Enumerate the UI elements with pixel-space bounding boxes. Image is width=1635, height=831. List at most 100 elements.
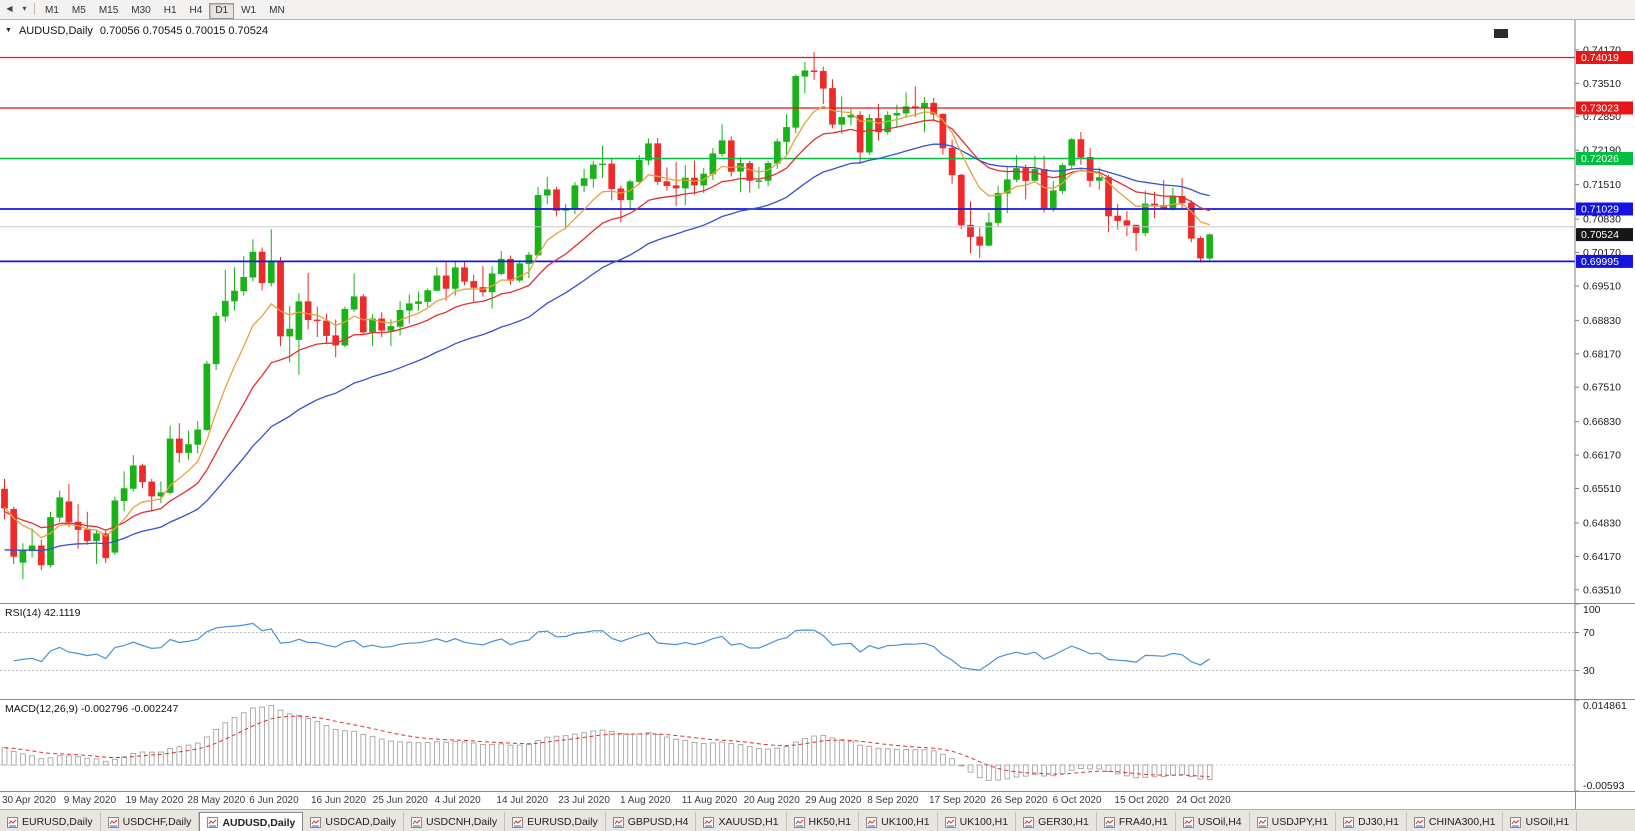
chart-tab-usoil-h4[interactable]: USOil,H4 <box>1176 811 1250 831</box>
chart-window-tabs: EURUSD,Daily USDCHF,Daily AUDUSD,Daily USDC… <box>0 808 1635 831</box>
macd-axis-label: -0.00593 <box>1583 780 1625 791</box>
chart-tab-xauusd-h1[interactable]: XAUUSD,H1 <box>696 811 787 831</box>
price-level-badge <box>1576 50 1633 64</box>
rsi-label: RSI(14) 42.1119 <box>5 606 81 619</box>
chart-tab-icon <box>512 816 524 828</box>
chart-tab-label: UK100,H1 <box>959 816 1009 828</box>
chart-tab-usdchf-daily[interactable]: USDCHF,Daily <box>101 811 200 831</box>
rsi-axis-label: 70 <box>1583 627 1595 639</box>
chart-tab-label: USDJPY,H1 <box>1271 816 1329 828</box>
chart-tab-icon <box>1256 816 1268 828</box>
rsi-canvas: 100 70 30 <box>0 603 1601 699</box>
price-level-badge-text: 0.71029 <box>1581 203 1619 215</box>
chevron-down-icon[interactable]: ▾ <box>17 2 32 17</box>
chart-tab-label: FRA40,H1 <box>1118 816 1168 828</box>
chart-tab-uk100-h1[interactable]: UK100,H1 <box>938 811 1017 831</box>
chart-scroll-left-icon[interactable]: ◀ <box>2 2 17 17</box>
chart-ohlc-values: 0.70056 0.70545 0.70015 0.70524 <box>99 24 269 37</box>
price-tick-label: 0.69510 <box>1583 280 1621 292</box>
price-tick-label: 0.68830 <box>1583 314 1621 326</box>
price-level-badge-text: 0.72026 <box>1581 153 1619 165</box>
date-axis-label: 28 May 2020 <box>187 794 246 806</box>
timeframe-toolbar: ◀ ▾ M1 M5 M15 M30 H1 H4 D1 W1 MN <box>0 0 1635 20</box>
date-axis-label: 15 Oct 2020 <box>1114 794 1169 806</box>
date-axis-label: 29 Aug 2020 <box>805 794 862 806</box>
timeframe-button-mn[interactable]: MN <box>263 3 291 19</box>
date-axis-label: 30 Apr 2020 <box>2 794 56 806</box>
macd-signal-line <box>4 715 1210 777</box>
date-axis-label: 1 Aug 2020 <box>620 794 671 806</box>
date-axis-label: 20 Aug 2020 <box>743 794 800 806</box>
chart-tab-label: USDCAD,Daily <box>325 816 396 828</box>
main-chart-canvas[interactable]: 0.741700.735100.728500.721900.715100.708… <box>0 19 1635 603</box>
chart-tab-icon <box>1510 816 1522 828</box>
chart-tab-label: USOil,H4 <box>1197 816 1242 828</box>
chart-tab-label: DJ30,H1 <box>1358 816 1399 828</box>
price-tick-label: 0.68170 <box>1583 348 1621 360</box>
timeframe-button-m1[interactable]: M1 <box>39 3 65 19</box>
price-tick-label: 0.64830 <box>1583 517 1621 529</box>
chart-shift-marker[interactable] <box>1494 28 1508 38</box>
chart-tab-icon <box>1023 816 1035 828</box>
macd-label: MACD(12,26,9) -0.002796 -0.002247 <box>5 702 179 715</box>
price-level-badge-text: 0.73023 <box>1581 102 1619 114</box>
date-axis-label: 11 Aug 2020 <box>681 794 738 806</box>
chart-tab-icon <box>1182 816 1194 828</box>
timeframe-button-m30[interactable]: M30 <box>125 3 156 19</box>
chart-tab-label: GBPUSD,H4 <box>627 816 689 828</box>
rsi-indicator-panel[interactable]: 100 70 30 RSI(14) 42.1119 <box>0 602 1635 699</box>
chart-tab-label: USOil,H1 <box>1525 816 1570 828</box>
timeframe-button-h4[interactable]: H4 <box>184 3 209 19</box>
date-axis-label: 9 May 2020 <box>63 794 117 806</box>
chart-tab-uk100-h1[interactable]: UK100,H1 <box>859 811 938 831</box>
price-level-badge-text: 0.70524 <box>1581 229 1619 241</box>
chart-tab-usdjpy-h1[interactable]: USDJPY,H1 <box>1250 811 1337 831</box>
price-level-badge <box>1576 101 1633 114</box>
ma-fast-orange <box>4 105 1210 538</box>
price-tick-label: 0.66170 <box>1583 449 1621 461</box>
chart-tab-usdcad-daily[interactable]: USDCAD,Daily <box>303 811 404 831</box>
date-axis[interactable]: 30 Apr 2020 9 May 2020 19 May 2020 28 May 2… <box>0 790 1635 809</box>
date-axis-label: 4 Jul 2020 <box>434 794 481 806</box>
chart-tab-eurusd-daily[interactable]: EURUSD,Daily <box>0 811 101 831</box>
chart-tab-icon <box>107 816 119 828</box>
chart-tab-usdcnh-daily[interactable]: USDCNH,Daily <box>404 811 506 831</box>
price-tick-label: 0.63510 <box>1583 584 1621 596</box>
price-tick-label: 0.70830 <box>1583 213 1621 225</box>
date-axis-label: 8 Sep 2020 <box>867 794 919 806</box>
chart-tab-gbpusd-h4[interactable]: GBPUSD,H4 <box>606 811 697 831</box>
chart-tab-label: USDCHF,Daily <box>122 816 192 828</box>
main-chart-panel[interactable]: 0.74170 0.73510 0.72850 0.72190 0.71510 0.708… <box>0 19 1635 603</box>
timeframe-button-h1[interactable]: H1 <box>158 3 183 19</box>
rsi-axis-label: 30 <box>1583 665 1595 677</box>
chart-tab-ger30-h1[interactable]: GER30,H1 <box>1016 811 1097 831</box>
chart-tab-icon <box>1103 816 1115 828</box>
timeframe-button-w1[interactable]: W1 <box>235 3 262 19</box>
date-axis-label: 17 Sep 2020 <box>929 794 986 806</box>
chart-tab-audusd-daily[interactable]: AUDUSD,Daily <box>199 811 304 831</box>
chart-tab-dj30-h1[interactable]: DJ30,H1 <box>1336 811 1407 831</box>
macd-indicator-panel[interactable]: 0.014861 -0.00593 MACD(12,26,9) -0.002796… <box>0 698 1635 791</box>
date-axis-label: 25 Jun 2020 <box>372 794 428 806</box>
timeframe-button-d1[interactable]: D1 <box>209 2 235 19</box>
rsi-axis-label: 100 <box>1583 604 1601 616</box>
chart-tab-usoil-h1[interactable]: USOil,H1 <box>1503 811 1578 831</box>
timeframe-button-m15[interactable]: M15 <box>93 3 124 19</box>
price-level-badge <box>1576 254 1633 268</box>
chart-tab-hk50-h1[interactable]: HK50,H1 <box>787 811 860 831</box>
macd-canvas: 0.014861 -0.00593 <box>0 699 1627 791</box>
chart-tab-eurusd-daily[interactable]: EURUSD,Daily <box>505 811 606 831</box>
chart-tab-label: XAUUSD,H1 <box>718 816 779 828</box>
ma-slow-blue <box>4 142 1210 551</box>
chart-tab-label: HK50,H1 <box>808 816 852 828</box>
candlestick-series <box>1 51 1214 579</box>
date-axis-label: 14 Jul 2020 <box>496 794 549 806</box>
collapse-triangle-icon[interactable]: ▼ <box>5 27 12 34</box>
chart-tab-fra40-h1[interactable]: FRA40,H1 <box>1097 811 1176 831</box>
date-axis-label: 24 Oct 2020 <box>1176 794 1231 806</box>
chart-tab-china300-h1[interactable]: CHINA300,H1 <box>1407 811 1504 831</box>
timeframe-button-m5[interactable]: M5 <box>66 3 92 19</box>
chart-tab-icon <box>1343 816 1355 828</box>
date-axis-label: 19 May 2020 <box>125 794 184 806</box>
